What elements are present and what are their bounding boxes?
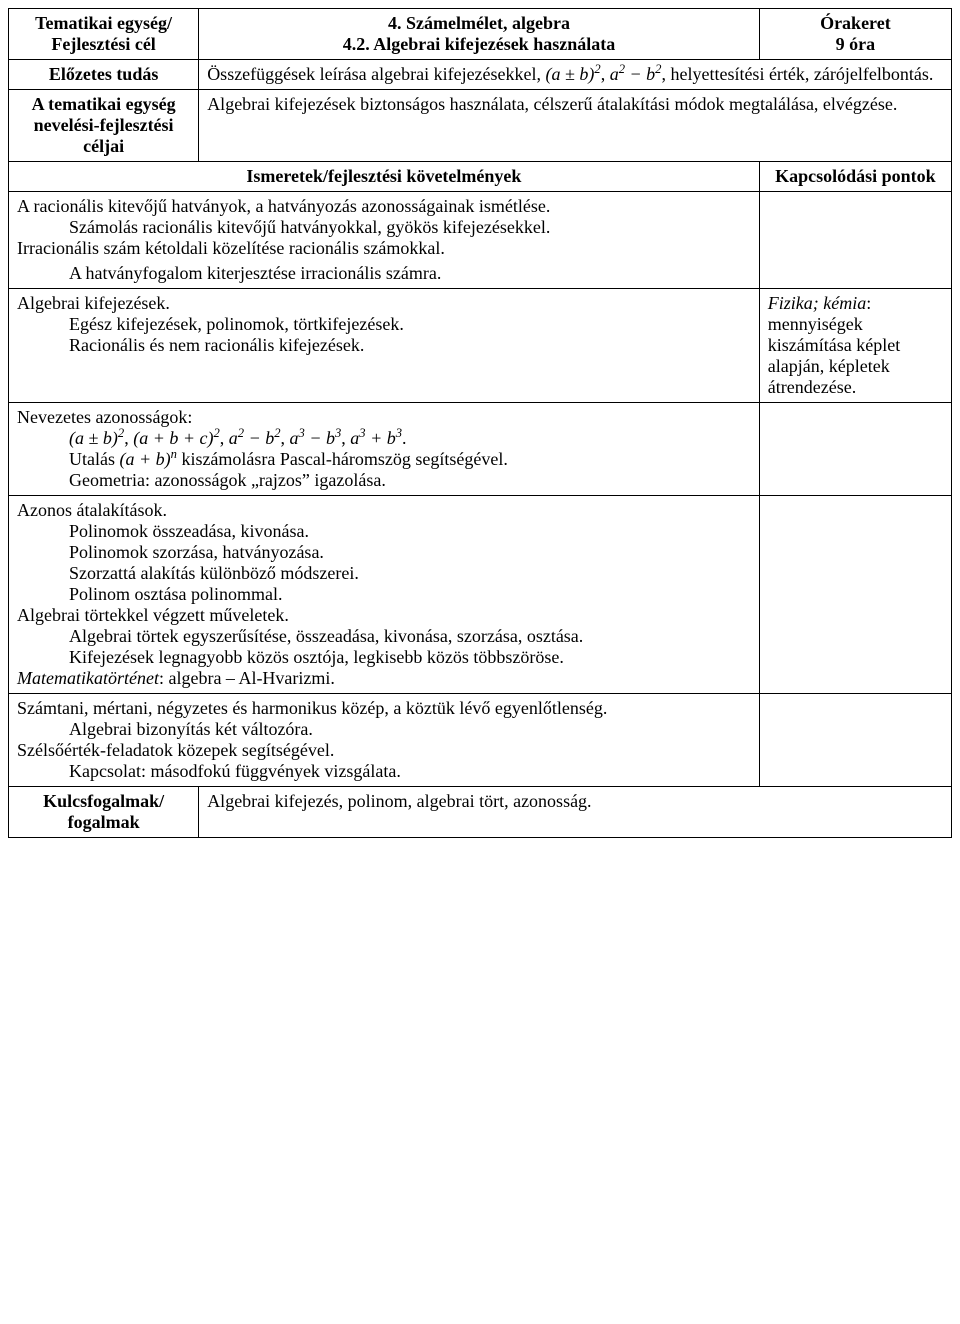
content-1-left: A racionális kitevőjű hatványok, a hatvá… [9,192,760,260]
content-4-left: Azonos átalakítások. Polinomok összeadás… [9,496,760,694]
formula-abn: (a + b)n [119,449,176,469]
subheader-row: Ismeretek/fejlesztési követelmények Kapc… [9,162,952,192]
prior-knowledge-label: Előzetes tudás [9,60,199,90]
r5-p3: Szélsőérték-feladatok közepek segítségév… [17,740,334,760]
subheader-right: Kapcsolódási pontok [759,162,951,192]
content-2-right: Fizika; kémia: mennyiségek kiszámítása k… [759,289,951,403]
header-col3: Órakeret 9 óra [759,9,951,60]
content-row-4: Azonos átalakítások. Polinomok összeadás… [9,496,952,694]
footer-text: Algebrai kifejezés, polinom, algebrai tö… [199,787,952,838]
goals-row: A tematikai egység nevelési-fejlesztési … [9,90,952,162]
r3-p3: Utalás (a + b)n kiszámolásra Pascal-háro… [17,449,751,470]
r5-p1: Számtani, mértani, négyzetes és harmonik… [17,698,607,718]
goals-label-1: A tematikai egység [32,94,176,114]
r4-p9-label: Matematikatörténet [17,668,159,688]
r2-right-label: Fizika; kémia [768,293,866,313]
content-5-right [759,694,951,787]
subheader-left: Ismeretek/fejlesztési követelmények [9,162,760,192]
formula-a2b2-b: a2 − b2 [229,428,281,448]
goals-text: Algebrai kifejezések biztonságos használ… [199,90,952,162]
header-col2: 4. Számelmélet, algebra 4.2. Algebrai ki… [199,9,760,60]
r4-p1: Azonos átalakítások. [17,500,167,520]
header-row: Tematikai egység/ Fejlesztési cél 4. Szá… [9,9,952,60]
r5-p4: Kapcsolat: másodfokú függvények vizsgála… [17,761,751,782]
header-col2-line1: 4. Számelmélet, algebra [388,13,570,33]
goals-label-2: nevelési-fejlesztési [34,115,174,135]
r2-p1: Algebrai kifejezések. [17,293,170,313]
content-row-1: A racionális kitevőjű hatványok, a hatvá… [9,192,952,260]
r1-p4: A hatványfogalom kiterjesztése irracioná… [17,263,751,284]
r1-p3: Irracionális szám kétoldali közelítése r… [17,238,445,258]
formula-a2b2: a2 − b2 [610,64,662,84]
prior-text-after: , helyettesítési érték, zárójelfelbontás… [661,64,933,84]
r1-p2: Számolás racionális kitevőjű hatványokka… [17,217,751,238]
r4-p2: Polinomok összeadása, kivonása. [17,521,751,542]
content-row-2: Algebrai kifejezések. Egész kifejezések,… [9,289,952,403]
header-col3-line1: Órakeret [820,13,891,33]
r4-p7: Algebrai törtek egyszerűsítése, összeadá… [17,626,751,647]
content-row-5: Számtani, mértani, négyzetes és harmonik… [9,694,952,787]
r4-p9-text: : algebra – Al-Hvarizmi. [159,668,335,688]
content-row-3: Nevezetes azonosságok: (a ± b)2, (a + b … [9,403,952,496]
curriculum-table: Tematikai egység/ Fejlesztési cél 4. Szá… [8,8,952,838]
content-4-right [759,496,951,694]
footer-label-2: fogalmak [68,812,140,832]
r2-p2: Egész kifejezések, polinomok, törtkifeje… [17,314,751,335]
r3-formula-line: (a ± b)2, (a + b + c)2, a2 − b2, a3 − b3… [17,428,751,449]
r4-p4: Szorzattá alakítás különböző módszerei. [17,563,751,584]
header-col3-line2: 9 óra [836,34,876,54]
header-col1-line2: Fejlesztési cél [51,34,155,54]
content-5-left: Számtani, mértani, négyzetes és harmonik… [9,694,760,787]
r3-p1: Nevezetes azonosságok: [17,407,192,427]
r3-p3-before: Utalás [69,449,119,469]
formula-a3pb3: a3 + b3 [350,428,402,448]
content-2-left: Algebrai kifejezések. Egész kifejezések,… [9,289,760,403]
r5-p2: Algebrai bizonyítás két változóra. [17,719,751,740]
formula-ab2: (a ± b)2 [546,64,601,84]
prior-knowledge-text: Összefüggések leírása algebrai kifejezés… [199,60,952,90]
header-col2-line2: 4.2. Algebrai kifejezések használata [343,34,615,54]
header-col1: Tematikai egység/ Fejlesztési cél [9,9,199,60]
r3-p4: Geometria: azonosságok „rajzos” igazolás… [17,470,751,491]
footer-label: Kulcsfogalmak/ fogalmak [9,787,199,838]
r1-p1: A racionális kitevőjű hatványok, a hatvá… [17,196,550,216]
r2-p3: Racionális és nem racionális kifejezések… [17,335,751,356]
r4-p3: Polinomok szorzása, hatványozása. [17,542,751,563]
formula-abc2: (a + b + c)2 [133,428,220,448]
content-1-right [759,192,951,289]
formula-a3mb3: a3 − b3 [290,428,342,448]
goals-label: A tematikai egység nevelési-fejlesztési … [9,90,199,162]
r4-p5: Polinom osztása polinommal. [17,584,751,605]
content-3-left: Nevezetes azonosságok: (a ± b)2, (a + b … [9,403,760,496]
prior-text-before: Összefüggések leírása algebrai kifejezés… [207,64,545,84]
footer-row: Kulcsfogalmak/ fogalmak Algebrai kifejez… [9,787,952,838]
r4-p8: Kifejezések legnagyobb közös osztója, le… [17,647,751,668]
r4-p6: Algebrai törtekkel végzett műveletek. [17,605,289,625]
r3-p3-after: kiszámolásra Pascal-háromszög segítségév… [177,449,508,469]
goals-label-3: céljai [83,136,124,156]
formula-ab2-b: (a ± b)2 [69,428,124,448]
content-3-right [759,403,951,496]
content-1b-left: A hatványfogalom kiterjesztése irracioná… [9,259,760,289]
footer-label-1: Kulcsfogalmak/ [43,791,164,811]
header-col1-line1: Tematikai egység/ [35,13,172,33]
prior-knowledge-row: Előzetes tudás Összefüggések leírása alg… [9,60,952,90]
